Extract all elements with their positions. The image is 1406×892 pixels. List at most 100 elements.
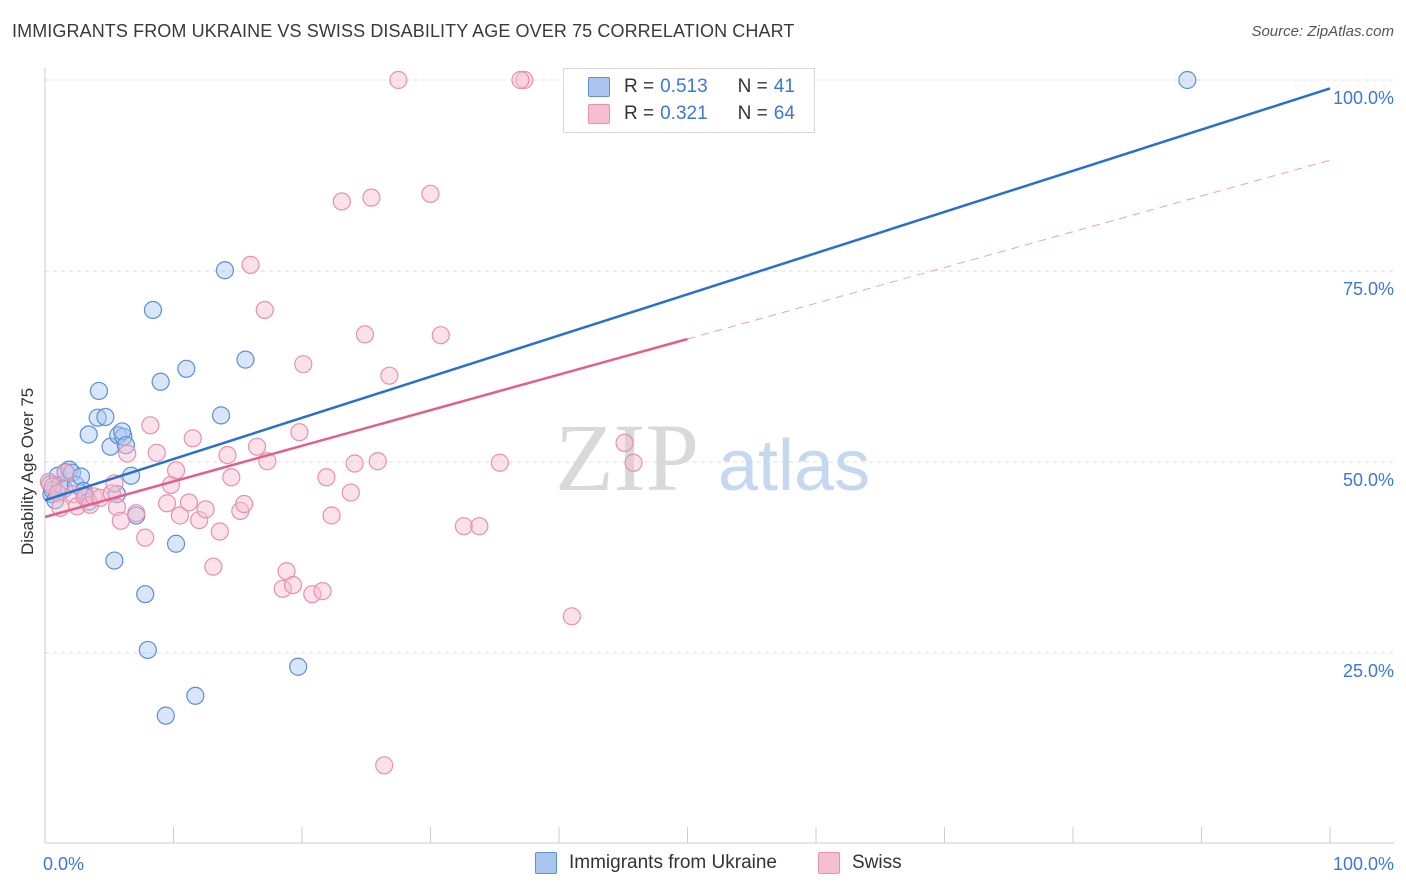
- swiss-point: [157, 494, 177, 513]
- swiss-point: [283, 575, 303, 595]
- swiss-point: [615, 433, 634, 452]
- swiss-trend-line: [44, 337, 688, 519]
- y-tick-label: 50.0%: [1343, 470, 1394, 490]
- swiss-point: [313, 582, 332, 601]
- swiss-point: [421, 184, 440, 203]
- ukraine-point: [138, 640, 157, 660]
- axis-layer: [44, 68, 1394, 844]
- swiss-point: [111, 511, 130, 530]
- swiss-point: [210, 522, 229, 541]
- swiss-point: [317, 468, 336, 487]
- swiss-point: [470, 517, 489, 536]
- x-tick-label: 0.0%: [43, 854, 84, 874]
- swiss-trend-extension: [687, 159, 1331, 340]
- x-tick-label: 100.0%: [1333, 854, 1394, 874]
- legend-r-value: 0.321: [660, 103, 708, 124]
- swiss-point: [222, 468, 241, 487]
- ukraine-point: [79, 425, 98, 444]
- swiss-point: [511, 70, 530, 90]
- swiss-point: [389, 70, 408, 90]
- swiss-point: [107, 497, 127, 517]
- swiss-point: [141, 416, 160, 435]
- source-label: Source: ZipAtlas.com: [1251, 23, 1394, 40]
- swiss-point: [454, 517, 474, 536]
- ukraine-point: [211, 406, 231, 425]
- ukraine-point: [151, 372, 170, 391]
- ukraine-point: [88, 408, 107, 427]
- series-ukraine-points: [41, 70, 1197, 725]
- legend-n-label: N =: [737, 103, 768, 124]
- swiss-point: [375, 756, 394, 775]
- stats-legend: R = 0.513 N = 41 R = 0.321 N = 64: [563, 68, 815, 133]
- swiss-point: [127, 504, 146, 523]
- swiss-point: [624, 453, 643, 472]
- swiss-point: [322, 506, 341, 525]
- ukraine-point: [215, 261, 234, 280]
- ukraine-point: [136, 585, 155, 604]
- y-axis-label: Disability Age Over 75: [18, 387, 37, 555]
- legend-swatch-swiss: [588, 104, 610, 124]
- swiss-point: [218, 446, 237, 465]
- swiss-point: [255, 300, 274, 320]
- swiss-point: [84, 487, 103, 506]
- swiss-point: [235, 494, 254, 514]
- legend-swatch-swiss: [818, 852, 840, 874]
- swiss-point: [241, 255, 260, 274]
- ukraine-point: [112, 422, 132, 441]
- swiss-point: [56, 463, 75, 482]
- trend-lines: [44, 87, 1331, 519]
- swiss-point: [179, 493, 199, 512]
- bottom-legend: Immigrants from Ukraine Swiss: [0, 850, 1406, 880]
- ukraine-point: [71, 467, 91, 486]
- legend-n-value: 64: [773, 103, 795, 124]
- swiss-point: [332, 192, 351, 211]
- swiss-point: [355, 325, 375, 344]
- x-tick-labels: 0.0% 100.0%: [43, 854, 1394, 874]
- legend-r-value: 0.513: [660, 76, 708, 97]
- swiss-point: [431, 326, 450, 345]
- ukraine-point: [1178, 70, 1197, 90]
- swiss-point: [562, 607, 581, 626]
- swiss-point: [290, 423, 309, 442]
- ukraine-point: [177, 359, 196, 378]
- chart-title: IMMIGRANTS FROM UKRAINE VS SWISS DISABIL…: [12, 21, 795, 41]
- ukraine-point: [166, 534, 186, 553]
- swiss-point: [170, 506, 190, 525]
- legend-row-swiss: R = 0.321 N = 64: [588, 102, 795, 126]
- swiss-point: [345, 454, 364, 473]
- swiss-point: [303, 585, 322, 604]
- legend-item-swiss[interactable]: Swiss: [818, 852, 902, 874]
- watermark: ZIP atlas: [555, 404, 870, 511]
- legend-row-ukraine: R = 0.513 N = 41: [588, 75, 795, 99]
- swiss-point: [380, 366, 399, 385]
- ukraine-point: [186, 686, 205, 705]
- swiss-point: [196, 500, 215, 519]
- legend-r-label: R =: [624, 103, 655, 124]
- ukraine-point: [105, 551, 124, 570]
- legend-swatch-ukraine: [588, 77, 610, 97]
- swiss-point: [294, 355, 313, 374]
- swiss-point: [362, 188, 381, 207]
- legend-item-ukraine[interactable]: Immigrants from Ukraine: [535, 852, 777, 874]
- swiss-point: [341, 483, 360, 502]
- swiss-point: [166, 461, 186, 480]
- swiss-point: [204, 557, 223, 576]
- ukraine-point: [156, 706, 175, 725]
- legend-label-swiss: Swiss: [852, 852, 902, 873]
- ukraine-point: [96, 407, 115, 427]
- ukraine-point: [236, 350, 255, 369]
- ukraine-point: [289, 657, 308, 676]
- legend-n-label: N =: [737, 76, 768, 97]
- swiss-point: [273, 579, 292, 598]
- swiss-point: [490, 453, 509, 472]
- ukraine-point: [89, 381, 109, 401]
- y-tick-labels: 25.0% 50.0% 75.0% 100.0%: [1333, 88, 1394, 681]
- swiss-point: [247, 437, 267, 456]
- ukraine-trend-line: [44, 87, 1331, 502]
- legend-n-value: 41: [773, 76, 795, 97]
- legend-r-label: R =: [624, 76, 655, 97]
- swiss-point: [147, 443, 166, 462]
- legend-label-ukraine: Immigrants from Ukraine: [569, 852, 777, 873]
- swiss-point: [368, 452, 387, 471]
